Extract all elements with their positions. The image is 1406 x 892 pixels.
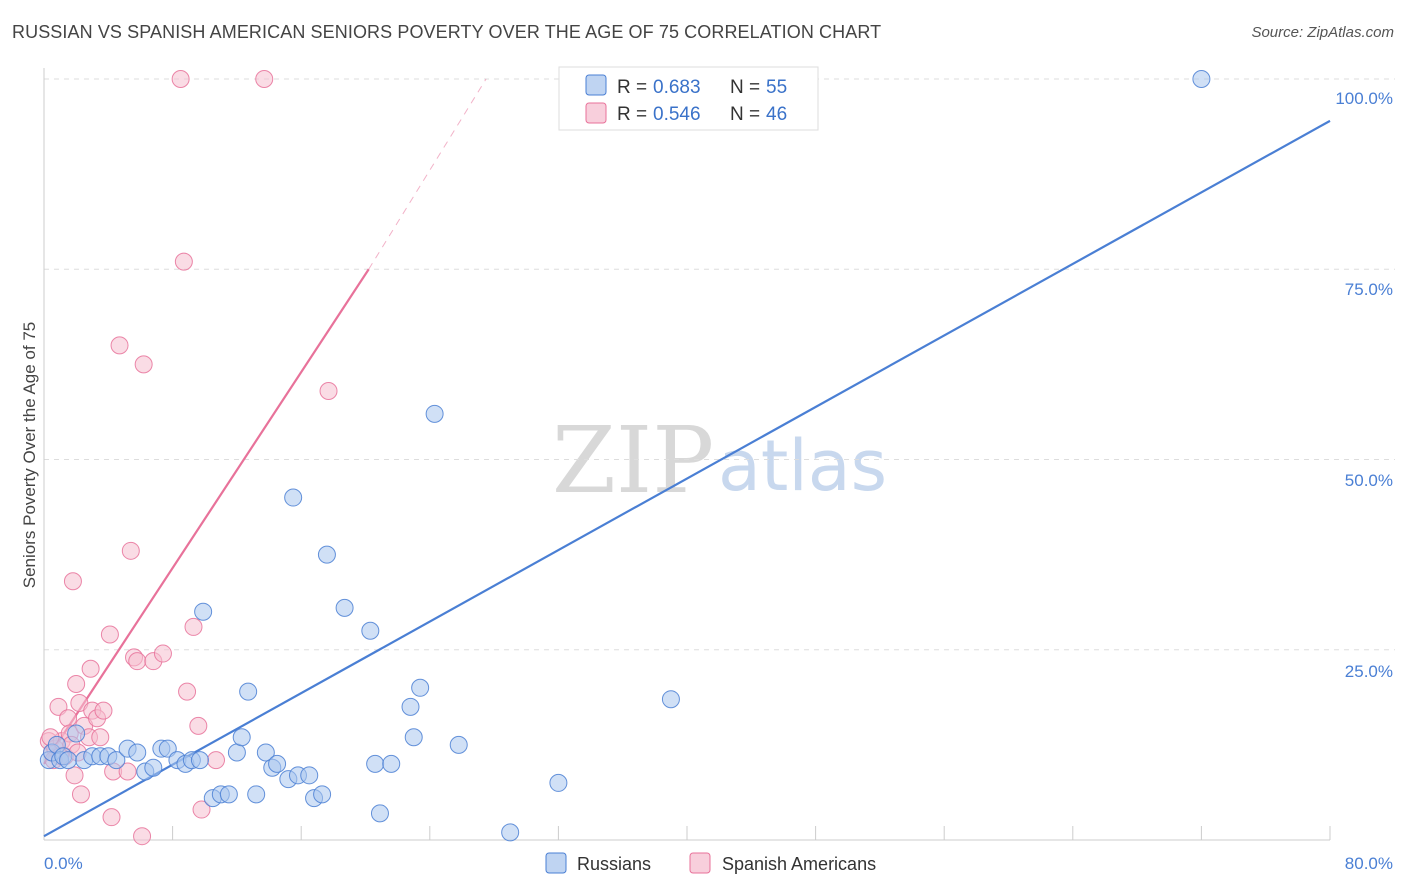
watermark-atlas: atlas [718, 425, 887, 507]
point-spanish-americans [81, 659, 100, 678]
point-spanish-americans [67, 674, 86, 693]
legend-n-value-spanish-americans: 46 [766, 104, 787, 125]
point-russians [239, 682, 258, 701]
point-spanish-americans [100, 625, 119, 644]
watermark-zip: ZIP [552, 407, 714, 514]
y-tick-label-50: 50.0% [1345, 471, 1393, 490]
trend-lines [43, 78, 1331, 838]
legend-swatch-spanish-americans [585, 102, 607, 124]
point-russians [247, 785, 266, 804]
point-russians [194, 602, 213, 621]
y-axis-label: Seniors Poverty Over the Age of 75 [20, 322, 39, 588]
axes [43, 68, 1331, 841]
point-spanish-americans [121, 541, 140, 560]
point-russians [317, 545, 336, 564]
legend-swatch-russians [585, 74, 607, 96]
point-russians [59, 751, 78, 770]
trend-line-spanish-americans [43, 268, 370, 765]
trend-line-spanish-americans-extension [368, 78, 487, 270]
legend-n-label-russians: N = [730, 77, 760, 98]
y-tick-label-100: 100.0% [1335, 89, 1393, 108]
data-points [39, 70, 1211, 846]
point-spanish-americans [134, 355, 153, 374]
point-russians [549, 773, 568, 792]
point-spanish-americans [102, 808, 121, 827]
point-spanish-americans [319, 382, 338, 401]
point-spanish-americans [184, 617, 203, 636]
point-spanish-americans [94, 701, 113, 720]
bottom-legend-label-spanish-americans: Spanish Americans [722, 854, 876, 874]
chart-title: RUSSIAN VS SPANISH AMERICAN SENIORS POVE… [12, 22, 882, 42]
legend-r-value-russians: 0.683 [653, 77, 701, 98]
point-spanish-americans [118, 762, 137, 781]
point-spanish-americans [153, 644, 172, 663]
point-russians [300, 766, 319, 785]
point-russians [404, 728, 423, 747]
point-russians [144, 758, 163, 777]
point-spanish-americans [178, 682, 197, 701]
bottom-legend-label-russians: Russians [577, 854, 651, 874]
point-russians [366, 754, 385, 773]
point-spanish-americans [59, 709, 78, 728]
point-spanish-americans [255, 70, 274, 88]
grid [44, 78, 1395, 651]
point-spanish-americans [91, 728, 110, 747]
point-russians [361, 621, 380, 640]
point-russians [1192, 70, 1211, 88]
point-russians [256, 743, 275, 762]
series-legend: Russians Spanish Americans [545, 852, 876, 874]
trend-line-russians [43, 119, 1331, 838]
y-tick-label-25: 25.0% [1345, 662, 1393, 681]
point-spanish-americans [189, 716, 208, 735]
point-russians [401, 697, 420, 716]
point-russians [661, 690, 680, 709]
point-spanish-americans [133, 827, 152, 846]
point-russians [425, 404, 444, 423]
point-russians [284, 488, 303, 507]
bottom-legend-swatch-spanish-americans [689, 852, 711, 874]
point-russians [370, 804, 389, 823]
point-russians [128, 743, 147, 762]
point-russians [227, 743, 246, 762]
point-spanish-americans [174, 252, 193, 271]
point-spanish-americans [65, 766, 84, 785]
point-russians [382, 754, 401, 773]
point-russians [268, 754, 287, 773]
legend-r-value-spanish-americans: 0.546 [653, 104, 701, 125]
point-russians [232, 728, 251, 747]
point-russians [501, 823, 520, 842]
y-tick-label-75: 75.0% [1345, 280, 1393, 299]
point-russians [335, 598, 354, 617]
legend-r-label-russians: R = [617, 77, 647, 98]
correlation-legend: R = 0.683 N = 55 R = 0.546 N = 46 [558, 66, 819, 131]
x-tick-label-80: 80.0% [1345, 854, 1393, 873]
point-spanish-americans [192, 800, 211, 819]
point-spanish-americans [171, 70, 190, 88]
point-russians [411, 678, 430, 697]
legend-n-label-spanish-americans: N = [730, 104, 760, 125]
source-label: Source: ZipAtlas.com [1251, 24, 1394, 41]
point-spanish-americans [128, 652, 147, 671]
bottom-legend-swatch-russians [545, 852, 567, 874]
point-spanish-americans [207, 751, 226, 770]
point-russians [449, 735, 468, 754]
legend-r-label-spanish-americans: R = [617, 104, 647, 125]
point-russians [67, 724, 86, 743]
legend-n-value-russians: 55 [766, 77, 787, 98]
point-russians [219, 785, 238, 804]
point-spanish-americans [63, 572, 82, 591]
point-russians [190, 751, 209, 770]
point-russians [107, 751, 126, 770]
point-russians [313, 785, 332, 804]
point-spanish-americans [71, 785, 90, 804]
x-tick-label-0: 0.0% [44, 854, 83, 873]
point-spanish-americans [110, 336, 129, 355]
